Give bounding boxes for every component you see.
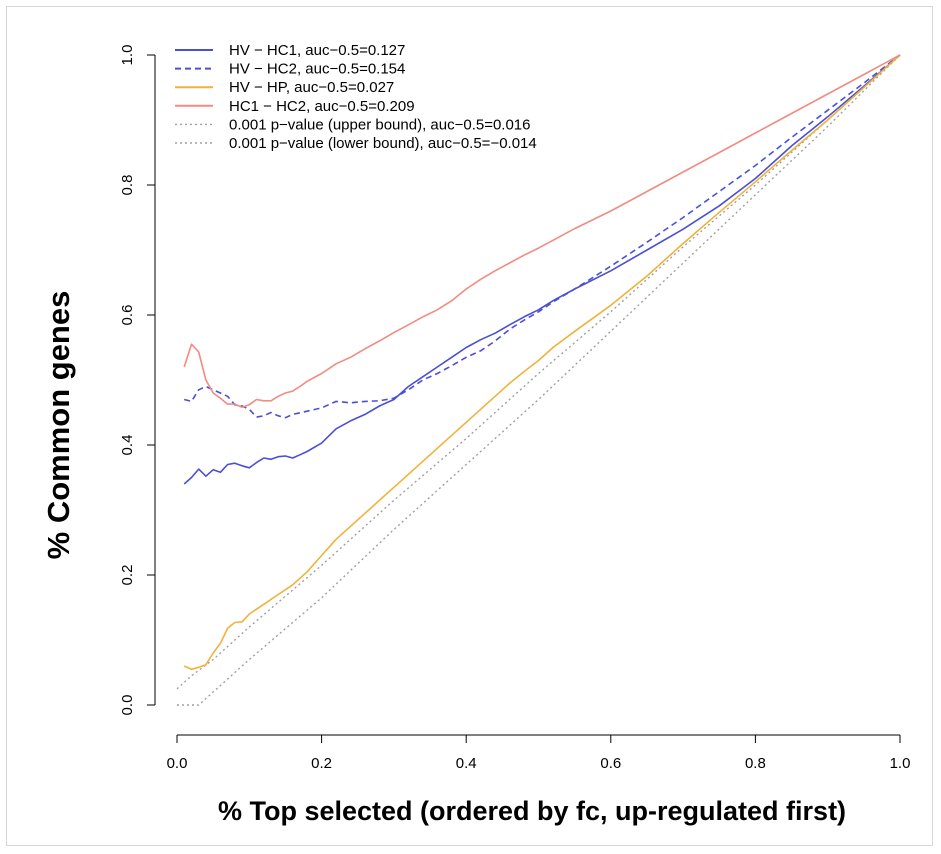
series-line-4 — [183, 54, 901, 409]
x-tick-label: 0.0 — [167, 755, 188, 772]
x-tick-label: 1.0 — [890, 755, 911, 772]
axes: 0.0 0.2 0.4 0.6 0.8 1.0 0.0 0.2 0.4 0.6 0.8 1.0 — [119, 45, 910, 772]
y-tick-label: 0.2 — [119, 565, 136, 586]
x-axis-title: % Top selected (ordered by fc, up-regula… — [218, 796, 846, 826]
series-line-5 — [176, 54, 901, 690]
x-tick-label: 0.2 — [311, 755, 332, 772]
series-line-3 — [183, 54, 901, 671]
series-layer — [176, 54, 901, 706]
x-tick-label: 0.6 — [600, 755, 621, 772]
line-chart: 0.0 0.2 0.4 0.6 0.8 1.0 0.0 0.2 0.4 0.6 0.8 1.0 HV… — [41, 42, 910, 826]
y-tick-label: 0.6 — [119, 305, 136, 326]
y-tick-label: 0.0 — [119, 695, 136, 716]
y-axis-title: % Common genes — [41, 291, 76, 560]
legend-label: 0.001 p−value (lower bound), auc−0.5=−0.… — [229, 135, 537, 152]
y-tick-label: 0.8 — [119, 175, 136, 196]
y-tick-label: 1.0 — [119, 45, 136, 66]
y-tick-label: 0.4 — [119, 435, 136, 456]
legend-label: HC1 − HC2, auc−0.5=0.209 — [229, 98, 415, 115]
legend-label: HV − HC1, auc−0.5=0.127 — [229, 42, 405, 59]
chart-frame: 0.0 0.2 0.4 0.6 0.8 1.0 0.0 0.2 0.4 0.6 0.8 1.0 HV… — [6, 6, 933, 846]
legend-label: HV − HC2, auc−0.5=0.154 — [229, 61, 405, 78]
x-tick-label: 0.4 — [456, 755, 477, 772]
x-ticks: 0.0 0.2 0.4 0.6 0.8 1.0 — [167, 735, 911, 772]
legend-label: HV − HP, auc−0.5=0.027 — [229, 79, 394, 96]
legend-label: 0.001 p−value (upper bound), auc−0.5=0.0… — [229, 116, 531, 133]
x-tick-label: 0.8 — [745, 755, 766, 772]
legend: HV − HC1, auc−0.5=0.127 HV − HC2, auc−0.5… — [175, 42, 537, 152]
y-ticks: 0.0 0.2 0.4 0.6 0.8 1.0 — [119, 45, 155, 716]
series-line-6 — [177, 54, 901, 706]
series-line-1 — [183, 54, 901, 485]
